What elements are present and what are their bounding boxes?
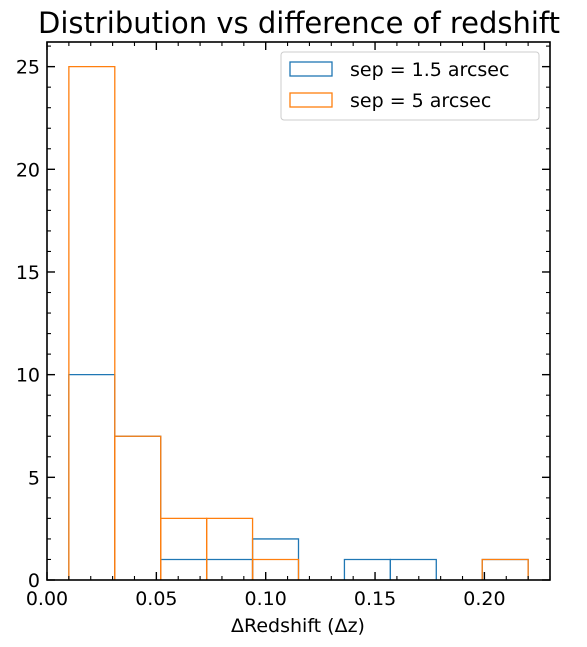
legend-label: sep = 5 arcsec — [350, 90, 491, 112]
histogram-bar — [251, 558, 300, 580]
histogram-bar — [481, 558, 529, 580]
histogram-bar — [160, 517, 208, 580]
legend: sep = 1.5 arcsec sep = 5 arcsec — [280, 51, 540, 121]
legend-items: sep = 1.5 arcsec sep = 5 arcsec — [289, 59, 509, 112]
ticks-layer: 0.00 0.05 0.10 0.15 0.20 0 5 10 15 20 25 — [16, 42, 551, 610]
series-1 — [68, 374, 529, 580]
y-tick-label: 0 — [28, 570, 40, 592]
x-tick-label: 0.10 — [245, 588, 287, 610]
histogram-bar — [389, 558, 437, 580]
legend-swatch — [289, 61, 333, 77]
y-tick-label: 20 — [16, 159, 40, 181]
chart-title: Distribution vs difference of redshift — [38, 6, 560, 40]
legend-swatch — [289, 92, 333, 108]
y-tick-label: 25 — [16, 57, 40, 79]
histogram-bar — [68, 374, 116, 580]
series-layer — [68, 65, 529, 580]
histogram-bar — [205, 558, 254, 580]
histogram-bar — [481, 558, 529, 580]
histogram-bar — [114, 435, 162, 580]
legend-label: sep = 1.5 arcsec — [350, 59, 509, 81]
plot-frame — [46, 41, 551, 581]
x-tick-label: 0.15 — [354, 588, 396, 610]
histogram-bar — [114, 435, 162, 580]
x-tick-label: 0.05 — [135, 588, 177, 610]
y-tick-label: 5 — [28, 467, 40, 489]
x-tick-label: 0.00 — [26, 588, 68, 610]
y-tick-label: 15 — [16, 262, 40, 284]
x-tick-label: 0.20 — [463, 588, 505, 610]
legend-box — [280, 51, 540, 121]
histogram-bar — [68, 65, 116, 580]
y-tick-label: 10 — [16, 365, 40, 387]
histogram-bar — [205, 517, 254, 580]
histogram-bar — [343, 558, 392, 580]
x-axis-label: ΔRedshift (Δz) — [231, 615, 365, 637]
series-2 — [68, 65, 529, 580]
